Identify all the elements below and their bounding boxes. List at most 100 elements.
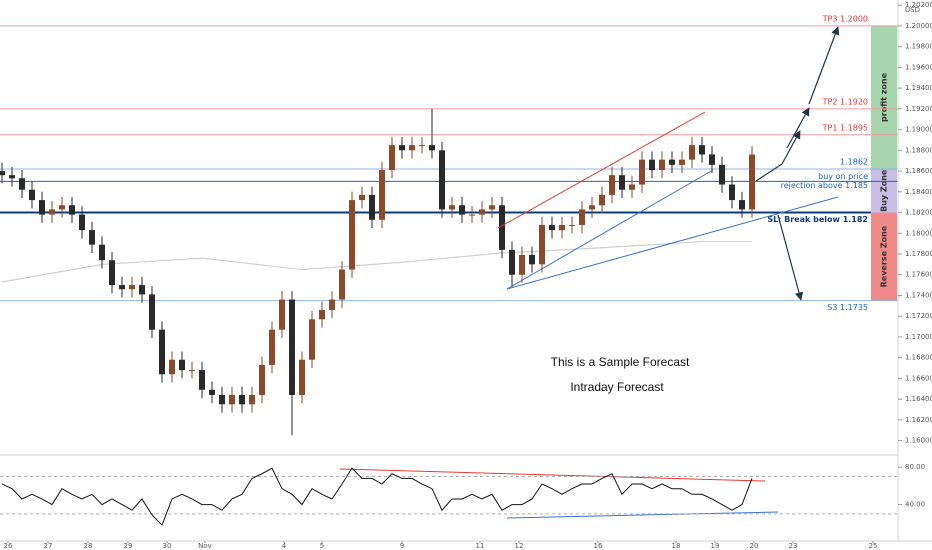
x-tick-label: 9 <box>400 542 404 550</box>
level-label: rejection above 1.185 <box>781 181 868 190</box>
candle-body <box>639 159 645 185</box>
zone-label: Buy Zone <box>880 169 889 212</box>
y-tick-label: 1.19200 <box>905 105 932 113</box>
candle-body <box>79 214 85 231</box>
candle-body <box>549 224 555 231</box>
candle-body <box>439 150 445 210</box>
rsi-trend-line <box>506 511 779 519</box>
candle-body <box>649 159 655 171</box>
annotation: Intraday Forecast <box>570 380 664 394</box>
x-tick-label: 5 <box>320 542 324 550</box>
y-tick-label: 1.18200 <box>905 209 932 217</box>
candle-body <box>669 159 675 165</box>
candle-body <box>379 170 385 220</box>
candle-body <box>359 194 365 201</box>
candle-body <box>399 145 405 151</box>
candle-body <box>449 205 455 210</box>
level-label: S3 1.1735 <box>827 303 868 312</box>
candle-body <box>139 285 145 295</box>
x-tick-label: 4 <box>282 542 287 550</box>
candle-body <box>109 260 115 286</box>
candle-body <box>89 230 95 245</box>
candle-body <box>239 394 245 405</box>
candle-body <box>689 145 695 160</box>
candle-body <box>679 159 685 165</box>
y-tick-label: 1.17000 <box>905 333 932 341</box>
candle-body <box>519 255 525 275</box>
candle-body <box>59 205 65 210</box>
candle-body <box>429 145 435 151</box>
candle-body <box>749 154 755 210</box>
candle-body <box>209 389 215 395</box>
y-tick-label: 1.18600 <box>905 167 932 175</box>
candle-body <box>259 364 265 395</box>
candle-body <box>469 214 475 216</box>
x-tick-label: 18 <box>672 542 681 550</box>
candle-body <box>709 154 715 165</box>
x-tick-label: 12 <box>515 542 524 550</box>
candle-body <box>579 209 585 225</box>
rsi-tick-label: 40.00 <box>905 501 925 509</box>
y-tick-label: 1.17200 <box>905 312 932 320</box>
zones: profit zone Buy Zone Reverse Zone <box>871 25 897 301</box>
arrow <box>777 214 804 301</box>
candle-body <box>349 200 355 270</box>
candle-body <box>369 194 375 220</box>
candle-body <box>29 189 35 201</box>
annotation: This is a Sample Forecast <box>551 355 690 369</box>
trend-line <box>506 196 839 290</box>
x-tick-label: 20 <box>750 542 759 550</box>
axes: 1.16000 1.16200 1.16400 1.16600 1.16800 1.170… <box>4 1 932 550</box>
y-tick-label: 1.16800 <box>905 354 932 362</box>
candles <box>0 108 755 436</box>
x-tick-label: 25 <box>869 542 878 550</box>
zone <box>871 212 897 301</box>
candle-body <box>159 329 165 375</box>
y-tick-label: 1.17800 <box>905 250 932 258</box>
y-tick-label: 1.18000 <box>905 229 932 237</box>
arrow <box>786 107 810 149</box>
candle-body <box>569 224 575 226</box>
zone-label: profit zone <box>880 72 889 122</box>
candle-body <box>179 359 185 371</box>
arrow <box>755 163 783 182</box>
candle-body <box>49 209 55 215</box>
candle-body <box>559 224 565 231</box>
candle-body <box>589 205 595 210</box>
candle-body <box>269 329 275 365</box>
candle-body <box>0 171 6 176</box>
y-tick-label: 1.19800 <box>905 43 932 51</box>
x-tick-label: 29 <box>124 542 133 550</box>
rsi-tick-label: 80.00 <box>905 463 925 471</box>
y-tick-label: 1.17400 <box>905 291 932 299</box>
y-tick-label: 1.19000 <box>905 126 932 134</box>
level-label: TP2 1.1920 <box>822 97 868 106</box>
candle-body <box>279 299 285 330</box>
candle-body <box>299 359 305 395</box>
x-tick-label: 30 <box>163 542 172 550</box>
candle-body <box>739 200 745 210</box>
candle-body <box>199 370 205 390</box>
candle-body <box>229 394 235 405</box>
x-tick-label: 16 <box>594 542 603 550</box>
candle-body <box>189 370 195 372</box>
candle-body <box>459 205 465 215</box>
x-tick-label: 11 <box>476 542 485 550</box>
x-tick-label: 27 <box>44 542 53 550</box>
candle-body <box>289 299 295 395</box>
candle-body <box>489 205 495 210</box>
candle-body <box>419 145 425 147</box>
candle-body <box>409 145 415 151</box>
arrow <box>781 130 801 165</box>
zone <box>871 25 897 169</box>
candle-body <box>329 299 335 310</box>
y-tick-label: 1.19600 <box>905 63 932 71</box>
candle-body <box>149 294 155 330</box>
trend-line <box>506 169 714 290</box>
candle-body <box>499 205 505 250</box>
level-label: TP1 1.1895 <box>822 123 868 132</box>
y-tick-label: 1.19400 <box>905 84 932 92</box>
candle-body <box>69 205 75 215</box>
rsi-panel <box>0 467 898 527</box>
